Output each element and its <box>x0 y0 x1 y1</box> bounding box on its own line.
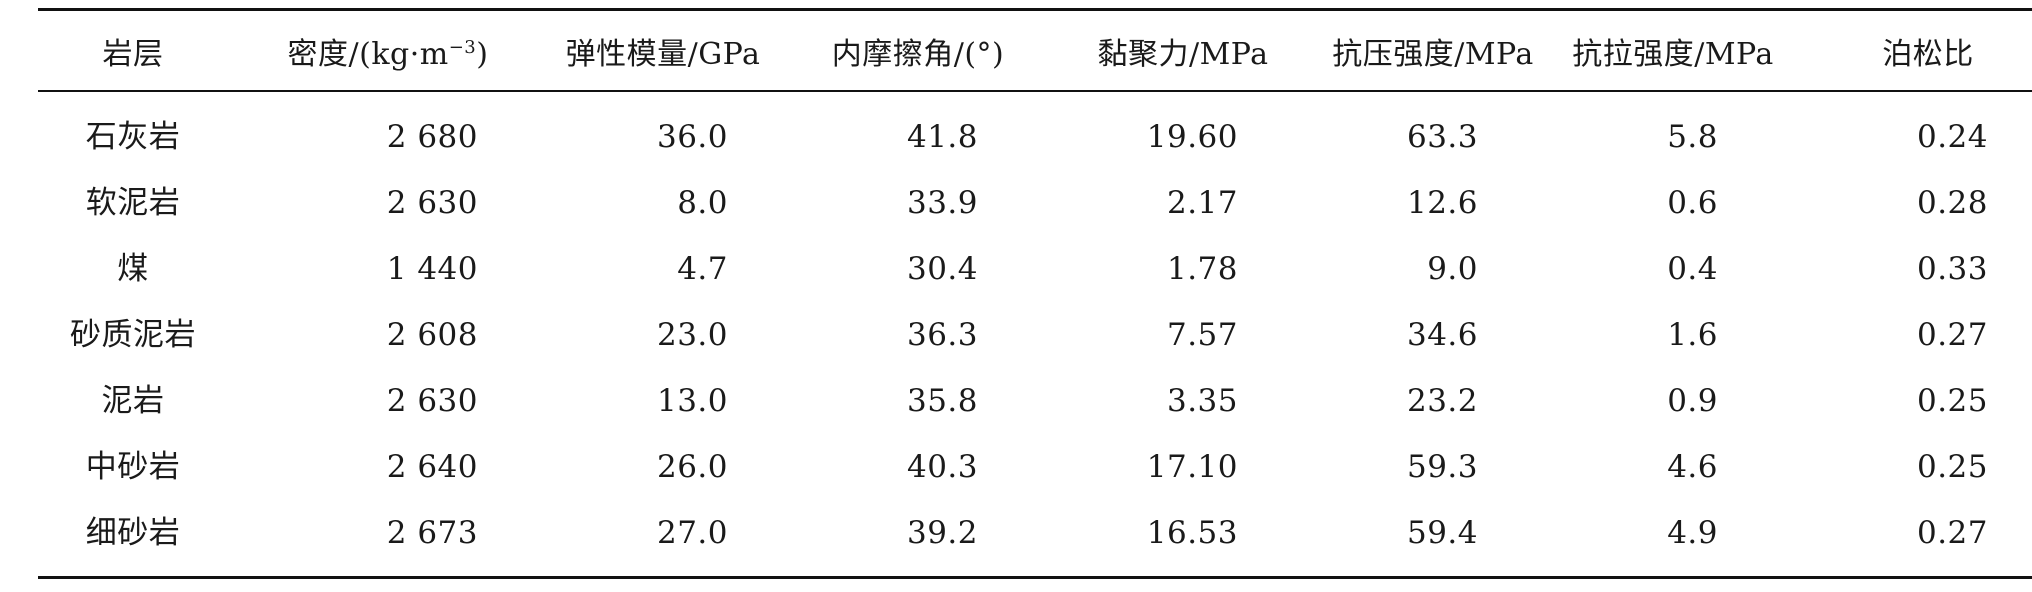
cell-tensile-strength: 0.4 <box>1667 251 1718 287</box>
cell-tensile-strength: 1.6 <box>1667 317 1718 353</box>
cell-cohesion: 19.60 <box>1146 119 1238 155</box>
header-tensile-strength: 抗拉强度/MPa <box>1572 37 1774 72</box>
table-row: 石灰岩 2 680 36.0 41.8 19.60 63.3 5.8 0.24 <box>38 104 2032 170</box>
table-row: 砂质泥岩 2 608 23.0 36.3 7.57 34.6 1.6 0.27 <box>38 302 2032 368</box>
cell-elastic-modulus: 4.7 <box>677 251 728 287</box>
cell-poisson-ratio: 0.33 <box>1916 251 1988 287</box>
cell-tensile-strength: 4.9 <box>1667 515 1718 551</box>
table-row: 软泥岩 2 630 8.0 33.9 2.17 12.6 0.6 0.28 <box>38 170 2032 236</box>
cell-poisson-ratio: 0.27 <box>1916 515 1988 551</box>
cell-friction-angle: 36.3 <box>906 317 978 353</box>
cell-rock-layer: 软泥岩 <box>85 185 181 221</box>
table-row: 煤 1 440 4.7 30.4 1.78 9.0 0.4 0.33 <box>38 236 2032 302</box>
table-header-row: 岩层 密度/(kg·m−3) 弹性模量/GPa 内摩擦角/(°) 黏聚力/MPa… <box>38 22 2032 88</box>
cell-cohesion: 3.35 <box>1166 383 1238 419</box>
cell-cohesion: 17.10 <box>1146 449 1238 485</box>
cell-density: 2 630 <box>386 185 478 221</box>
cell-tensile-strength: 0.9 <box>1667 383 1718 419</box>
table-row: 中砂岩 2 640 26.0 40.3 17.10 59.3 4.6 0.25 <box>38 434 2032 500</box>
cell-elastic-modulus: 27.0 <box>656 515 728 551</box>
cell-rock-layer: 石灰岩 <box>85 119 181 155</box>
cell-tensile-strength: 4.6 <box>1667 449 1718 485</box>
cell-compressive-strength: 12.6 <box>1406 185 1478 221</box>
table-top-rule <box>38 8 2032 11</box>
cell-poisson-ratio: 0.25 <box>1916 383 1988 419</box>
cell-compressive-strength: 34.6 <box>1406 317 1478 353</box>
cell-elastic-modulus: 13.0 <box>656 383 728 419</box>
cell-density: 2 680 <box>386 119 478 155</box>
cell-density: 2 630 <box>386 383 478 419</box>
cell-rock-layer: 煤 <box>117 251 149 287</box>
cell-rock-layer: 中砂岩 <box>85 449 181 485</box>
cell-cohesion: 7.57 <box>1166 317 1238 353</box>
cell-compressive-strength: 59.4 <box>1406 515 1478 551</box>
header-density-label: 密度/(kg·m <box>287 37 449 72</box>
cell-rock-layer: 砂质泥岩 <box>70 317 196 353</box>
cell-friction-angle: 39.2 <box>906 515 978 551</box>
cell-friction-angle: 33.9 <box>906 185 978 221</box>
cell-rock-layer: 细砂岩 <box>85 515 181 551</box>
cell-compressive-strength: 23.2 <box>1406 383 1478 419</box>
table-row: 细砂岩 2 673 27.0 39.2 16.53 59.4 4.9 0.27 <box>38 500 2032 566</box>
header-cohesion: 黏聚力/MPa <box>1097 37 1269 72</box>
cell-poisson-ratio: 0.24 <box>1916 119 1988 155</box>
header-compressive-strength: 抗压强度/MPa <box>1332 37 1534 72</box>
table-header-rule <box>38 90 2032 92</box>
cell-elastic-modulus: 36.0 <box>656 119 728 155</box>
cell-poisson-ratio: 0.27 <box>1916 317 1988 353</box>
header-poisson-ratio: 泊松比 <box>1882 37 1974 72</box>
cell-poisson-ratio: 0.28 <box>1916 185 1988 221</box>
cell-cohesion: 1.78 <box>1166 251 1238 287</box>
cell-density: 2 640 <box>386 449 478 485</box>
header-density: 密度/(kg·m−3) <box>258 22 518 88</box>
header-friction-angle: 内摩擦角/(°) <box>831 37 1005 72</box>
cell-cohesion: 16.53 <box>1146 515 1238 551</box>
header-rock-layer: 岩层 <box>102 37 164 72</box>
cell-friction-angle: 41.8 <box>906 119 978 155</box>
cell-friction-angle: 30.4 <box>906 251 978 287</box>
header-density-exponent: −3 <box>448 37 477 58</box>
table-row: 泥岩 2 630 13.0 35.8 3.35 23.2 0.9 0.25 <box>38 368 2032 434</box>
cell-elastic-modulus: 26.0 <box>656 449 728 485</box>
cell-compressive-strength: 59.3 <box>1406 449 1478 485</box>
cell-compressive-strength: 63.3 <box>1406 119 1478 155</box>
cell-density: 2 673 <box>386 515 478 551</box>
header-elastic-modulus: 弹性模量/GPa <box>565 37 761 72</box>
cell-density: 2 608 <box>386 317 478 353</box>
cell-density: 1 440 <box>386 251 478 287</box>
cell-tensile-strength: 0.6 <box>1667 185 1718 221</box>
cell-tensile-strength: 5.8 <box>1667 119 1718 155</box>
cell-cohesion: 2.17 <box>1166 185 1238 221</box>
cell-rock-layer: 泥岩 <box>101 383 165 419</box>
header-density-close: ) <box>476 37 489 72</box>
table-bottom-rule <box>38 576 2032 579</box>
cell-poisson-ratio: 0.25 <box>1916 449 1988 485</box>
cell-elastic-modulus: 23.0 <box>656 317 728 353</box>
cell-friction-angle: 35.8 <box>906 383 978 419</box>
cell-friction-angle: 40.3 <box>906 449 978 485</box>
cell-elastic-modulus: 8.0 <box>677 185 728 221</box>
cell-compressive-strength: 9.0 <box>1427 251 1478 287</box>
